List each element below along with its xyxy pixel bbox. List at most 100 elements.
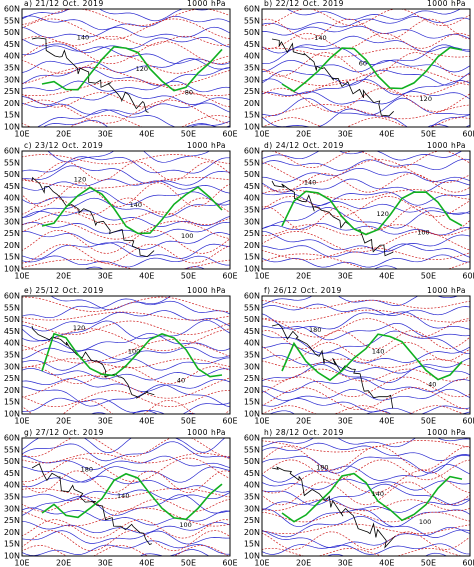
lat-label: 30N — [4, 75, 20, 84]
lat-label: 35N — [4, 351, 20, 360]
lat-label: 55N — [244, 445, 260, 454]
lat-label: 20N — [4, 528, 20, 537]
temperature-contour — [262, 547, 465, 556]
lon-label: 40E — [139, 417, 154, 426]
contours: 180 140 100 — [22, 438, 230, 556]
pressure-contour — [262, 69, 470, 86]
lat-label: 35N — [4, 206, 20, 215]
coastline — [31, 325, 155, 399]
temperature-contour — [262, 104, 470, 120]
pressure-contour — [262, 108, 470, 127]
lon-label: 50E — [181, 559, 196, 567]
pressure-contour — [22, 37, 230, 54]
pressure-contour — [22, 319, 230, 342]
pressure-contour — [262, 167, 470, 183]
lat-label: 45N — [244, 327, 260, 336]
lon-label: 20E — [56, 417, 71, 426]
lat-label: 30N — [4, 362, 20, 371]
lat-label: 45N — [4, 469, 20, 478]
pressure-contour — [22, 397, 230, 414]
zero-line — [281, 46, 463, 93]
pressure-contour — [139, 549, 210, 556]
pressure-contour — [22, 91, 230, 106]
map-panel: c) 23/12 Oct. 2019 1000 hPa 120 140 100 60N 55… — [4, 141, 238, 281]
lat-label: 40N — [4, 194, 20, 203]
lat-label: 15N — [244, 540, 260, 549]
pressure-contour — [22, 384, 230, 408]
temperature-contour — [22, 211, 230, 226]
lon-label: 40E — [139, 130, 154, 139]
lon-label: 10E — [14, 417, 29, 426]
zero-line — [41, 186, 223, 235]
temperature-contour — [22, 80, 230, 97]
panel-title: h) 28/12 Oct. 2019 — [264, 428, 344, 437]
panel-title: d) 24/12 Oct. 2019 — [264, 141, 344, 150]
zero-line — [41, 45, 223, 92]
lat-label: 50N — [4, 457, 20, 466]
lon-label: 50E — [181, 130, 196, 139]
lat-label: 35N — [4, 493, 20, 502]
lon-label: 10E — [254, 272, 269, 281]
lon-label: 50E — [421, 272, 436, 281]
pressure-contour — [22, 255, 230, 268]
contour-label: 60 — [359, 59, 367, 67]
map-frame — [261, 437, 471, 557]
contours: 180 140 40 — [262, 296, 470, 414]
temperature-contour — [262, 79, 470, 97]
lat-label: 50N — [244, 28, 260, 37]
lat-label: 30N — [244, 217, 260, 226]
lon-label: 50E — [421, 417, 436, 426]
pressure-contour — [262, 254, 470, 268]
pressure-contour — [262, 377, 470, 393]
temperature-contour — [22, 311, 230, 321]
pressure-contour — [288, 552, 448, 556]
pressure-contour — [262, 44, 470, 65]
lon-label: 40E — [139, 272, 154, 281]
temperature-contour — [262, 445, 470, 471]
pressure-contour — [22, 367, 230, 381]
contour-label: 100 — [181, 232, 193, 240]
contours: 140 120 100 — [262, 151, 470, 269]
lat-label: 10N — [4, 123, 20, 132]
lat-label: 55N — [4, 158, 20, 167]
lat-label: 40N — [244, 194, 260, 203]
contour-label: 120 — [73, 324, 85, 332]
pressure-contour — [22, 475, 230, 493]
lat-label: 60N — [4, 434, 20, 443]
lat-label: 30N — [244, 504, 260, 513]
lat-label: 45N — [4, 327, 20, 336]
pressure-contour — [22, 520, 230, 534]
pressure-contour — [22, 441, 230, 462]
lat-label: 30N — [4, 504, 20, 513]
temperature-contour — [22, 99, 230, 124]
lon-label: 10E — [254, 417, 269, 426]
lat-label: 10N — [4, 410, 20, 419]
pressure-contour — [49, 266, 206, 269]
pressure-contour — [22, 357, 230, 371]
temperature-contour — [22, 452, 230, 464]
lat-label: 15N — [244, 111, 260, 120]
contour-label: 140 — [77, 33, 89, 41]
map-frame — [261, 295, 471, 415]
lon-label: 60E — [462, 272, 474, 281]
temperature-contour — [22, 9, 230, 26]
temperature-contour — [22, 92, 230, 108]
contour-label: 80 — [185, 89, 193, 97]
pressure-contour — [262, 59, 470, 73]
lon-label: 30E — [338, 559, 353, 567]
lon-label: 10E — [14, 130, 29, 139]
lon-label: 20E — [296, 559, 311, 567]
lat-label: 20N — [244, 528, 260, 537]
panel-title: a) 21/12 Oct. 2019 — [24, 0, 104, 8]
map-frame — [21, 437, 231, 557]
pressure-contour — [262, 322, 470, 341]
temperature-contour — [262, 405, 466, 414]
lat-label: 15N — [4, 253, 20, 262]
coastline — [271, 180, 394, 257]
pressure-contour — [47, 151, 211, 163]
pressure-contour — [262, 311, 470, 330]
temperature-contour — [262, 469, 470, 494]
zero-line — [41, 472, 223, 521]
coastline — [31, 463, 152, 545]
